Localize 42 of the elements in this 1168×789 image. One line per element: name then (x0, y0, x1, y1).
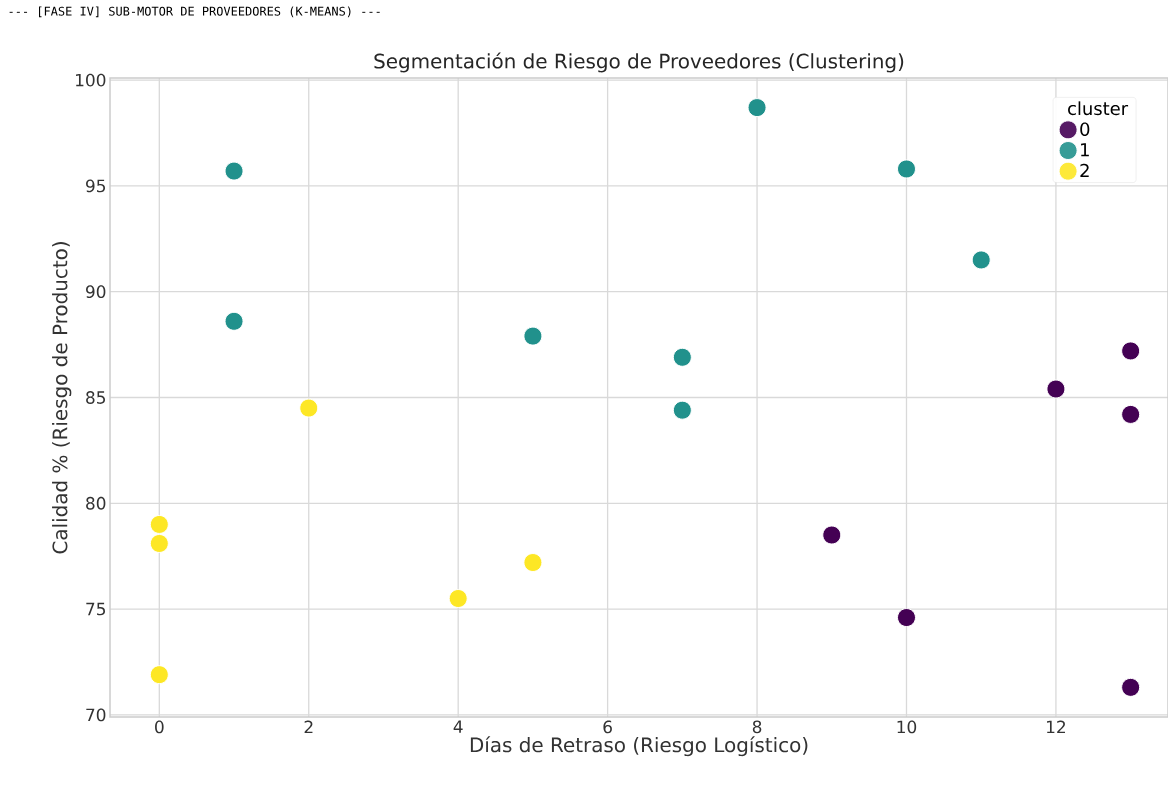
point (971, 250, 991, 270)
y-tick-label: 80 (86, 496, 106, 510)
point (1121, 404, 1141, 424)
chart-title: Segmentación de Riesgo de Proveedores (Clustering) (374, 52, 904, 73)
x-tick-label: 0 (155, 720, 164, 734)
y-tick-label: 70 (86, 708, 106, 722)
legend-label: 0 (1080, 122, 1090, 136)
point (149, 514, 169, 534)
point (523, 553, 543, 573)
point (523, 326, 543, 346)
x-tick-label: 10 (897, 720, 917, 734)
x-axis-title: Días de Retraso (Riesgo Logístico) (470, 736, 808, 757)
point (448, 589, 468, 608)
point (224, 161, 244, 181)
x-tick-label: 8 (752, 720, 762, 734)
point (747, 98, 767, 118)
point (896, 608, 916, 628)
point (224, 311, 244, 331)
point (149, 665, 169, 685)
point (672, 400, 692, 420)
point (1121, 677, 1141, 697)
y-tick-label: 95 (86, 179, 106, 193)
x-tick-label: 4 (453, 720, 463, 733)
y-axis-title: Calidad % (Riesgo de Producto) (52, 242, 72, 554)
point (822, 525, 842, 545)
text: --- [FASE IV] SUB-MOTOR DE PROVEEDORES (K-MEANS) --- (9, 6, 380, 18)
y-tick-label: 75 (86, 602, 106, 616)
point (672, 347, 692, 367)
point (149, 533, 169, 553)
x-tick-label: 2 (304, 720, 313, 734)
legend-title: cluster (1068, 101, 1129, 116)
point (1121, 341, 1141, 361)
x-tick-label: 6 (603, 720, 612, 734)
point (299, 398, 319, 418)
point (1046, 379, 1066, 399)
point (896, 159, 916, 179)
y-tick-label: 90 (86, 285, 106, 299)
y-tick-label: 100 (76, 73, 106, 87)
legend-label: 2 (1080, 163, 1089, 178)
y-tick-label: 85 (86, 391, 106, 404)
x-tick-label: 12 (1047, 720, 1065, 734)
legend-label: 1 (1081, 143, 1089, 157)
